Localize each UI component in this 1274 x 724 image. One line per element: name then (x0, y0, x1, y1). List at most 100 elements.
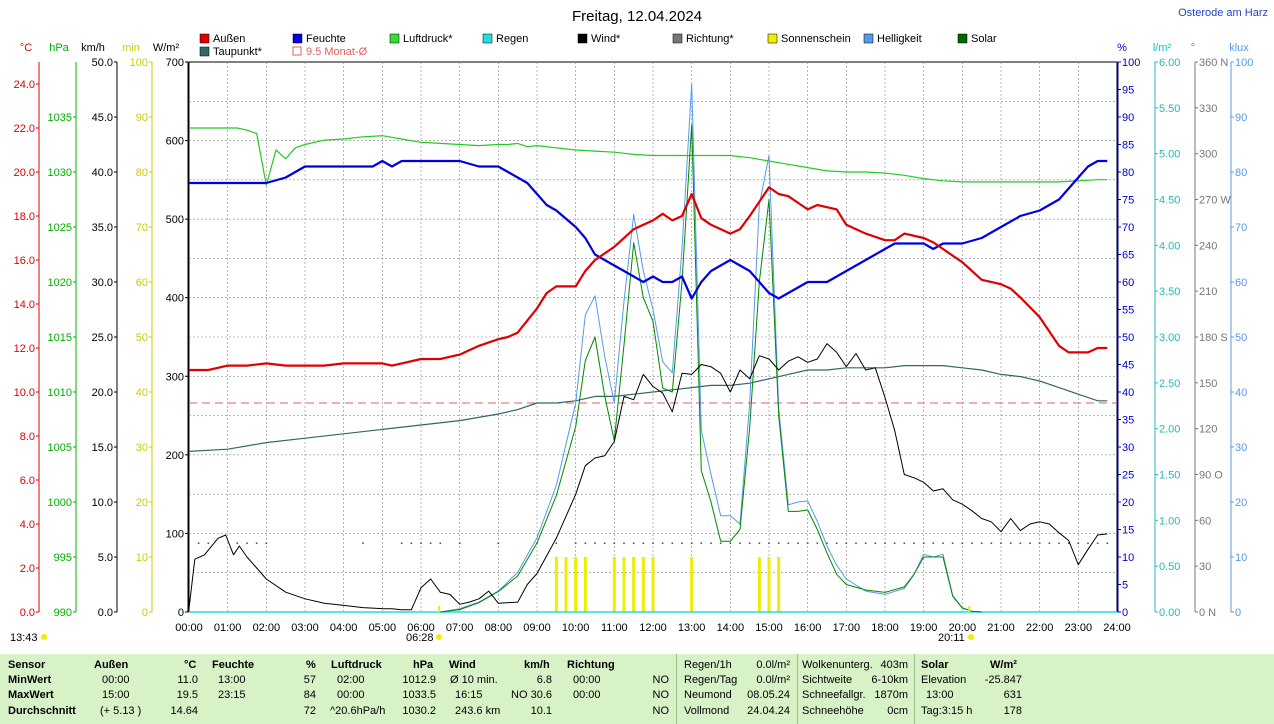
direction-point (574, 542, 577, 545)
humidity-tick-label: 70 (1122, 222, 1134, 234)
stats-aussen-header: Außen (94, 659, 129, 671)
stats-aussen-unit: °C (184, 659, 197, 671)
pressure-tick-label: 1035 (48, 112, 72, 124)
direction-tick-label: 360 N (1199, 57, 1228, 69)
x-tick-label: 10:00 (562, 622, 590, 634)
sunshine-tick-label: 70 (136, 222, 148, 234)
wind-tick-label: 40.0 (92, 167, 113, 179)
lux-tick-label: 0 (1235, 607, 1241, 619)
temp-tick-label: 8.0 (20, 431, 35, 443)
direction-tick-label: 30 (1199, 561, 1211, 573)
stats-wind-header: Wind (449, 659, 476, 671)
humidity-tick-label: 50 (1122, 332, 1134, 344)
location-label: Osterode am Harz (1178, 7, 1268, 19)
direction-tick-label: 150 (1199, 378, 1217, 390)
x-tick-label: 03:00 (291, 622, 319, 634)
direction-point (1087, 542, 1089, 545)
x-tick-label: 09:00 (523, 622, 551, 634)
direction-point (246, 542, 248, 545)
sunshine-bar (574, 557, 578, 612)
stats-sichtweite-value: 6-10km (871, 674, 908, 686)
sunshine-tick-label: 100 (130, 57, 148, 69)
direction-point (961, 542, 964, 545)
stats-wind-avg10-value: 6.8 (536, 674, 552, 686)
direction-point (584, 542, 587, 545)
x-axis: 00:00 01:00 02:00 03:00 04:00 05:00 06:00 07:00… (175, 622, 1131, 634)
stats-feuchte-max-time: 23:15 (218, 689, 246, 701)
stats-luftdruck-header: Luftdruck (331, 659, 382, 671)
stats-wind-max-value: NO 30.6 (511, 689, 552, 701)
direction-point (874, 542, 877, 545)
legend-label: Solar (971, 33, 997, 45)
solar-tick-label: 500 (166, 214, 184, 226)
direction-tick-label: 120 (1199, 424, 1217, 436)
x-tick-label: 08:00 (485, 622, 513, 634)
stats-schneehoehe-value: 0cm (887, 705, 908, 717)
stats-schneehoehe-label: Schneehöhe (802, 705, 864, 717)
humidity-tick-label: 45 (1122, 360, 1134, 372)
direction-point (739, 542, 741, 545)
humidity-tick-label: 40 (1122, 387, 1134, 399)
x-tick-label: 02:00 (253, 622, 281, 634)
stats-avg-label: Durchschnitt (8, 705, 76, 717)
stats-vollmond-value: 24.04.24 (747, 705, 790, 717)
pressure-axis: 990 995 1000 1005 1010 1015 1020 1025 1030 1035 (48, 62, 77, 619)
humidity-tick-label: 20 (1122, 497, 1134, 509)
lux-tick-label: 50 (1235, 332, 1247, 344)
direction-point (893, 542, 896, 545)
direction-point (826, 542, 828, 545)
direction-point (758, 542, 761, 545)
stats-feuchte-max-value: 84 (303, 689, 316, 701)
pressure-tick-label: 1030 (48, 167, 72, 179)
direction-point (913, 542, 915, 545)
stats-aussen-max-time: 15:00 (102, 689, 130, 701)
sunshine-tick-label: 50 (136, 332, 148, 344)
stats-wind-avg-value: 10.1 (530, 705, 552, 717)
temp-tick-label: 22.0 (14, 123, 35, 135)
axis-unit-header: hPa (49, 42, 69, 54)
lux-tick-label: 10 (1235, 552, 1247, 564)
axis-unit-header: klux (1229, 42, 1249, 54)
stats-richtung-max-time: 00:00 (573, 689, 601, 701)
legend-label: 9.5 Monat-Ø (306, 46, 368, 58)
humidity-tick-label: 90 (1122, 112, 1134, 124)
humidity-tick-label: 75 (1122, 195, 1134, 207)
direction-point (719, 542, 722, 545)
rain-axis: 0.00 0.50 1.00 1.50 2.00 2.50 3.00 3.50 4.00 4.50… (1154, 57, 1180, 619)
legend-swatch (292, 33, 303, 44)
solar-tick-label: 700 (166, 57, 184, 69)
direction-point (855, 542, 857, 545)
stats-wolkenunterg-value: 403m (880, 659, 908, 671)
legend-item: Helligkeit (863, 33, 922, 45)
wind-tick-label: 0.0 (98, 607, 113, 619)
stats-max-label: MaxWert (8, 689, 54, 701)
solar-tick-label: 200 (166, 450, 184, 462)
direction-point (1048, 542, 1051, 545)
legend-item: Luftdruck* (389, 33, 453, 45)
legend-label: Helligkeit (877, 33, 922, 45)
direction-point (797, 542, 799, 545)
lux-tick-label: 90 (1235, 112, 1247, 124)
solar-tick-label: 400 (166, 293, 184, 305)
wind-tick-label: 15.0 (92, 442, 113, 454)
stats-aussen-max-value: 19.5 (176, 689, 198, 701)
stats-min-label: MinWert (8, 674, 52, 686)
stats-richtung-min-value: NO (652, 674, 670, 686)
rain-tick-label: 4.50 (1159, 195, 1180, 207)
stats-elevation-label: Elevation (921, 674, 967, 686)
direction-point (777, 542, 780, 545)
x-tick-label: 00:00 (175, 622, 203, 634)
x-tick-label: 16:00 (794, 622, 822, 634)
stats-luftdruck-min-time: 02:00 (337, 674, 365, 686)
solar-tick-label: 600 (166, 136, 184, 148)
stats-feuchte-avg-value: 72 (303, 705, 316, 717)
sunshine-bar (612, 557, 616, 612)
humidity-tick-label: 100 (1122, 57, 1140, 69)
humidity-tick-label: 0 (1122, 607, 1128, 619)
sunshine-bar (632, 557, 636, 612)
temp-tick-label: 4.0 (20, 519, 35, 531)
direction-point (1058, 542, 1060, 545)
direction-point (1029, 542, 1031, 545)
stats-richtung-min-time: 00:00 (573, 674, 601, 686)
stats-luftdruck-avg-value: 1030.2 (402, 705, 436, 717)
